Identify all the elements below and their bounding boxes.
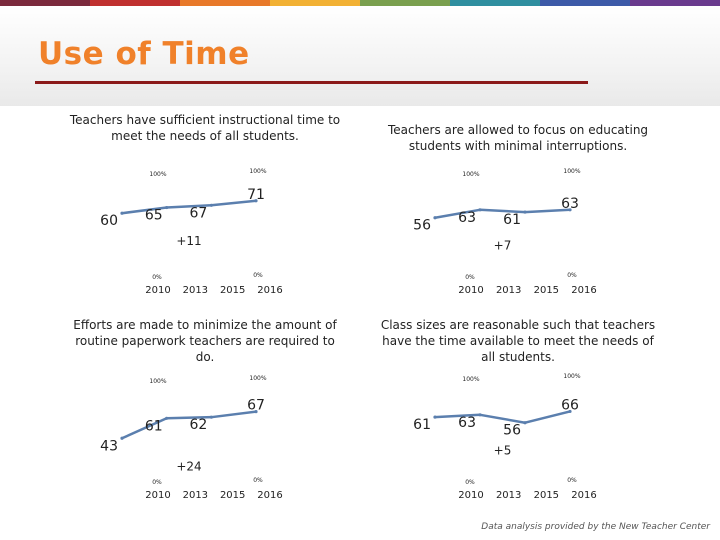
- x-tick-label: 2016: [257, 490, 282, 501]
- data-label: 60: [100, 213, 118, 229]
- y-max-label-right: 100%: [563, 168, 580, 175]
- x-tick-label: 2016: [257, 285, 282, 296]
- x-tick-label: 2013: [183, 285, 208, 296]
- data-point: [433, 216, 437, 220]
- x-tick-label: 2013: [183, 490, 208, 501]
- series-line: [121, 199, 257, 215]
- data-point: [209, 203, 213, 207]
- change-annotation: +11: [176, 234, 201, 248]
- x-tick-label: 2015: [220, 285, 245, 296]
- data-label: 62: [190, 417, 208, 433]
- y-max-label-left: 100%: [149, 378, 166, 385]
- header-color-stripe: [0, 0, 720, 6]
- data-label: 61: [145, 418, 163, 434]
- data-point: [165, 205, 169, 210]
- x-tick-label: 2016: [571, 490, 596, 501]
- data-label: 65: [145, 208, 163, 224]
- data-point: [120, 211, 124, 215]
- data-point: [568, 409, 572, 414]
- y-min-label-right: 0%: [567, 272, 577, 279]
- x-tick-label: 2013: [496, 285, 521, 296]
- y-min-label-left: 0%: [465, 479, 475, 486]
- data-label: 43: [100, 438, 118, 454]
- change-annotation: +24: [176, 459, 201, 473]
- data-point: [568, 208, 572, 212]
- data-label: 56: [413, 218, 431, 234]
- y-min-label-right: 0%: [253, 477, 263, 484]
- data-label: 63: [561, 196, 579, 212]
- change-annotation: +7: [494, 239, 512, 253]
- y-max-label-right: 100%: [249, 375, 266, 382]
- y-min-label-right: 0%: [567, 477, 577, 484]
- series-line: [434, 208, 571, 219]
- x-tick-label: 2015: [534, 490, 559, 501]
- data-label: 71: [247, 187, 265, 203]
- y-min-label-left: 0%: [465, 274, 475, 281]
- y-min-label-right: 0%: [253, 272, 263, 279]
- data-label: 61: [503, 212, 521, 228]
- y-max-label-right: 100%: [249, 168, 266, 175]
- x-tick-label: 2015: [220, 490, 245, 501]
- data-point: [209, 415, 213, 419]
- page-title: Use of Time: [38, 36, 250, 72]
- series-line: [434, 410, 571, 424]
- x-tick-label: 2010: [145, 490, 170, 501]
- data-point: [165, 416, 169, 420]
- x-tick-label: 2010: [458, 285, 483, 296]
- chart-title-class-sizes: Class sizes are reasonable such that tea…: [380, 318, 656, 364]
- data-point: [120, 436, 124, 440]
- chart-title-instructional-time: Teachers have sufficient instructional t…: [69, 113, 341, 143]
- title-underline: [35, 81, 588, 84]
- chart-title-routine-paperwork: Efforts are made to minimize the amount …: [73, 318, 337, 364]
- y-min-label-left: 0%: [152, 274, 162, 281]
- data-point: [433, 415, 437, 419]
- x-tick-label: 2010: [458, 490, 483, 501]
- x-tick-label: 2013: [496, 490, 521, 501]
- y-max-label-left: 100%: [462, 376, 479, 383]
- series-line: [121, 410, 257, 440]
- data-label: 63: [458, 210, 476, 226]
- change-annotation: +5: [494, 444, 512, 458]
- x-tick-label: 2010: [145, 285, 170, 296]
- y-min-label-left: 0%: [152, 479, 162, 486]
- data-label: 61: [413, 417, 431, 433]
- y-max-label-right: 100%: [563, 373, 580, 380]
- data-label: 67: [247, 398, 265, 414]
- data-point: [478, 208, 482, 212]
- data-credit: Data analysis provided by the New Teache…: [481, 522, 710, 532]
- data-point: [523, 421, 527, 425]
- data-label: 67: [190, 205, 208, 221]
- header-band: [0, 6, 720, 106]
- y-max-label-left: 100%: [462, 171, 479, 178]
- data-point: [254, 410, 258, 414]
- y-max-label-left: 100%: [149, 171, 166, 178]
- data-point: [478, 413, 482, 417]
- data-point: [254, 199, 258, 203]
- chart-title-minimal-interruptions: Teachers are allowed to focus on educati…: [387, 123, 649, 153]
- data-point: [523, 210, 527, 214]
- data-label: 66: [561, 397, 579, 413]
- x-tick-label: 2016: [571, 285, 596, 296]
- x-tick-label: 2015: [534, 285, 559, 296]
- data-label: 63: [458, 415, 476, 431]
- data-label: 56: [503, 423, 521, 439]
